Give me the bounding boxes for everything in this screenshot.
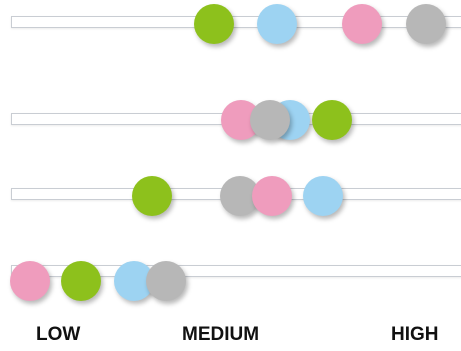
gray-marker — [145, 261, 186, 301]
green-marker — [60, 261, 101, 301]
low-label: LOW — [36, 324, 81, 345]
pink-marker — [251, 176, 292, 216]
high-label: HIGH — [391, 324, 439, 345]
medium-label: MEDIUM — [182, 324, 260, 345]
gray-marker — [406, 4, 447, 44]
green-marker — [311, 100, 352, 140]
blue-marker — [256, 4, 297, 44]
gray-marker — [249, 100, 290, 140]
pink-marker — [341, 4, 382, 44]
pink-marker — [9, 261, 50, 301]
scale-track-1 — [11, 16, 461, 28]
blue-marker — [302, 176, 343, 216]
green-marker — [132, 176, 173, 216]
green-marker — [194, 4, 235, 44]
